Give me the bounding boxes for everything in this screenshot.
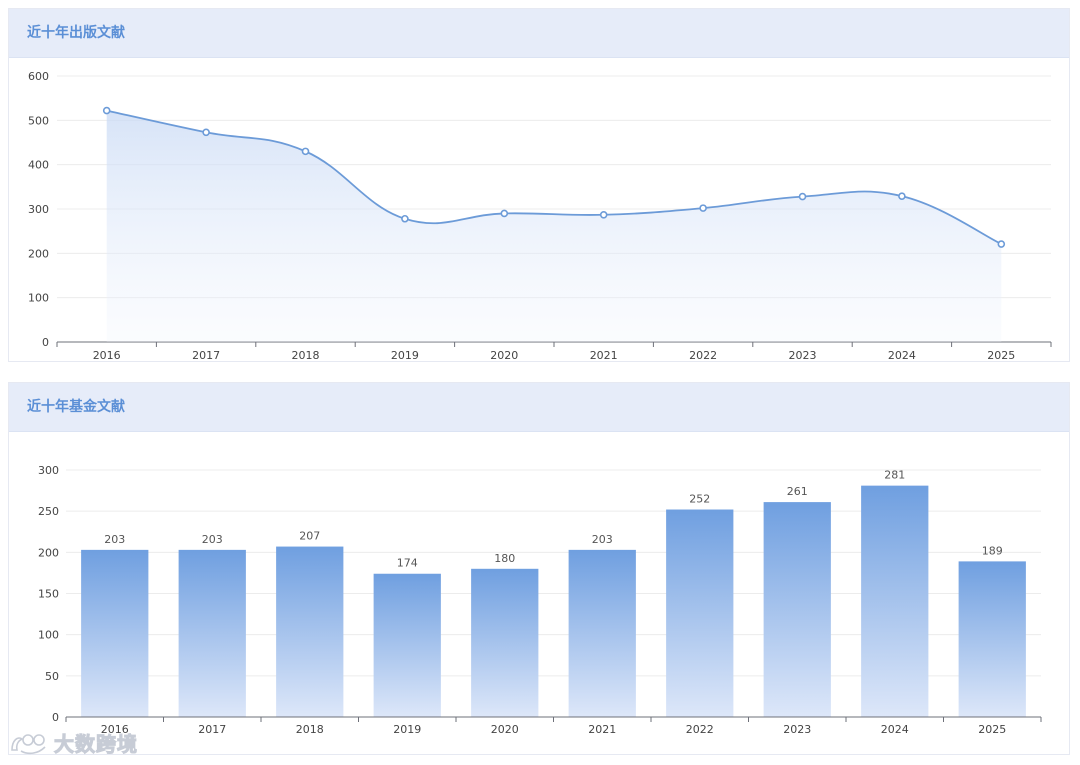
x-tick-label: 2023 [783, 723, 811, 736]
x-tick-label: 2017 [198, 723, 226, 736]
y-tick-label: 200 [28, 247, 49, 260]
funding-panel: 近十年基金文献 0 50 100 150 200 250 300 203 203 207 174 18… [8, 382, 1070, 755]
data-point[interactable] [798, 192, 807, 201]
x-tick-label: 2018 [296, 723, 324, 736]
x-tick-label: 2023 [789, 349, 817, 361]
bar[interactable] [666, 509, 734, 717]
data-point[interactable] [997, 240, 1006, 248]
x-tick-label: 2020 [491, 723, 519, 736]
x-tick-label: 2016 [93, 349, 121, 361]
bar[interactable] [763, 502, 831, 717]
bar-value-label: 203 [592, 533, 613, 546]
bar[interactable] [861, 485, 929, 717]
series-area [106, 110, 1002, 342]
y-tick-label: 400 [28, 159, 49, 172]
y-tick-label: 500 [28, 114, 49, 127]
data-point[interactable] [699, 204, 707, 212]
x-tick-label: 2019 [393, 723, 421, 736]
x-tick-label: 2024 [888, 349, 916, 361]
x-tick-label: 2017 [192, 349, 220, 361]
funding-panel-title: 近十年基金文献 [9, 383, 1069, 432]
data-point[interactable] [500, 209, 509, 218]
y-tick-label: 50 [45, 670, 59, 683]
data-point[interactable] [202, 128, 210, 137]
x-tick-label: 2025 [978, 723, 1006, 736]
publications-panel: 近十年出版文献 0 100 200 300 400 500 600 2016 2017 2018 2… [8, 8, 1070, 362]
data-point[interactable] [599, 210, 608, 219]
bar[interactable] [373, 573, 441, 717]
bar-value-label: 261 [787, 485, 808, 498]
bar[interactable] [958, 561, 1026, 717]
y-tick-label: 0 [42, 336, 49, 349]
bar-value-label: 207 [299, 530, 320, 543]
y-tick-label: 600 [28, 70, 49, 83]
y-tick-label: 100 [38, 629, 59, 642]
watermark-text: 大数跨境 [54, 732, 138, 757]
x-tick-label: 2024 [881, 723, 909, 736]
y-tick-label: 100 [28, 292, 49, 305]
bar[interactable] [568, 549, 636, 717]
x-tick-label: 2020 [490, 349, 518, 361]
y-tick-label: 300 [38, 464, 59, 477]
x-tick-label: 2018 [292, 349, 320, 361]
x-tick-label: 2021 [590, 349, 618, 361]
y-tick-label: 150 [38, 588, 59, 601]
bar-value-label: 174 [397, 557, 418, 570]
x-tick-label: 2022 [689, 349, 717, 361]
x-tick-label: 2021 [588, 723, 616, 736]
data-point[interactable] [301, 147, 310, 156]
data-point[interactable] [898, 192, 906, 200]
publications-panel-title: 近十年出版文献 [9, 9, 1069, 58]
watermark-logo-icon [11, 733, 46, 754]
bar-value-label: 281 [884, 469, 905, 482]
y-tick-label: 250 [38, 505, 59, 518]
bar-value-label: 189 [982, 544, 1003, 557]
data-point[interactable] [401, 214, 409, 223]
bar[interactable] [276, 546, 344, 717]
bar[interactable] [471, 568, 539, 717]
y-tick-label: 0 [52, 711, 59, 724]
bar[interactable] [178, 549, 246, 717]
bar-value-label: 203 [202, 533, 223, 546]
x-tick-label: 2022 [686, 723, 714, 736]
x-tick-label: 2016 [101, 723, 129, 736]
bar[interactable] [81, 549, 149, 717]
y-tick-label: 300 [28, 203, 49, 216]
y-tick-label: 200 [38, 546, 59, 559]
funding-bar-chart: 0 50 100 150 200 250 300 203 203 207 174 180 203 252 2… [38, 464, 1042, 736]
bar-value-label: 203 [104, 533, 125, 546]
bar-value-label: 252 [689, 493, 710, 506]
bar-value-label: 180 [494, 552, 515, 565]
x-tick-label: 2019 [391, 349, 419, 361]
data-point[interactable] [102, 106, 111, 115]
series-line [106, 109, 1002, 245]
x-tick-label: 2025 [987, 349, 1015, 361]
watermark: 大数跨境 [8, 728, 138, 757]
publications-line-chart: 0 100 200 300 400 500 600 2016 2017 2018 2019 2020 2… [28, 70, 1052, 361]
